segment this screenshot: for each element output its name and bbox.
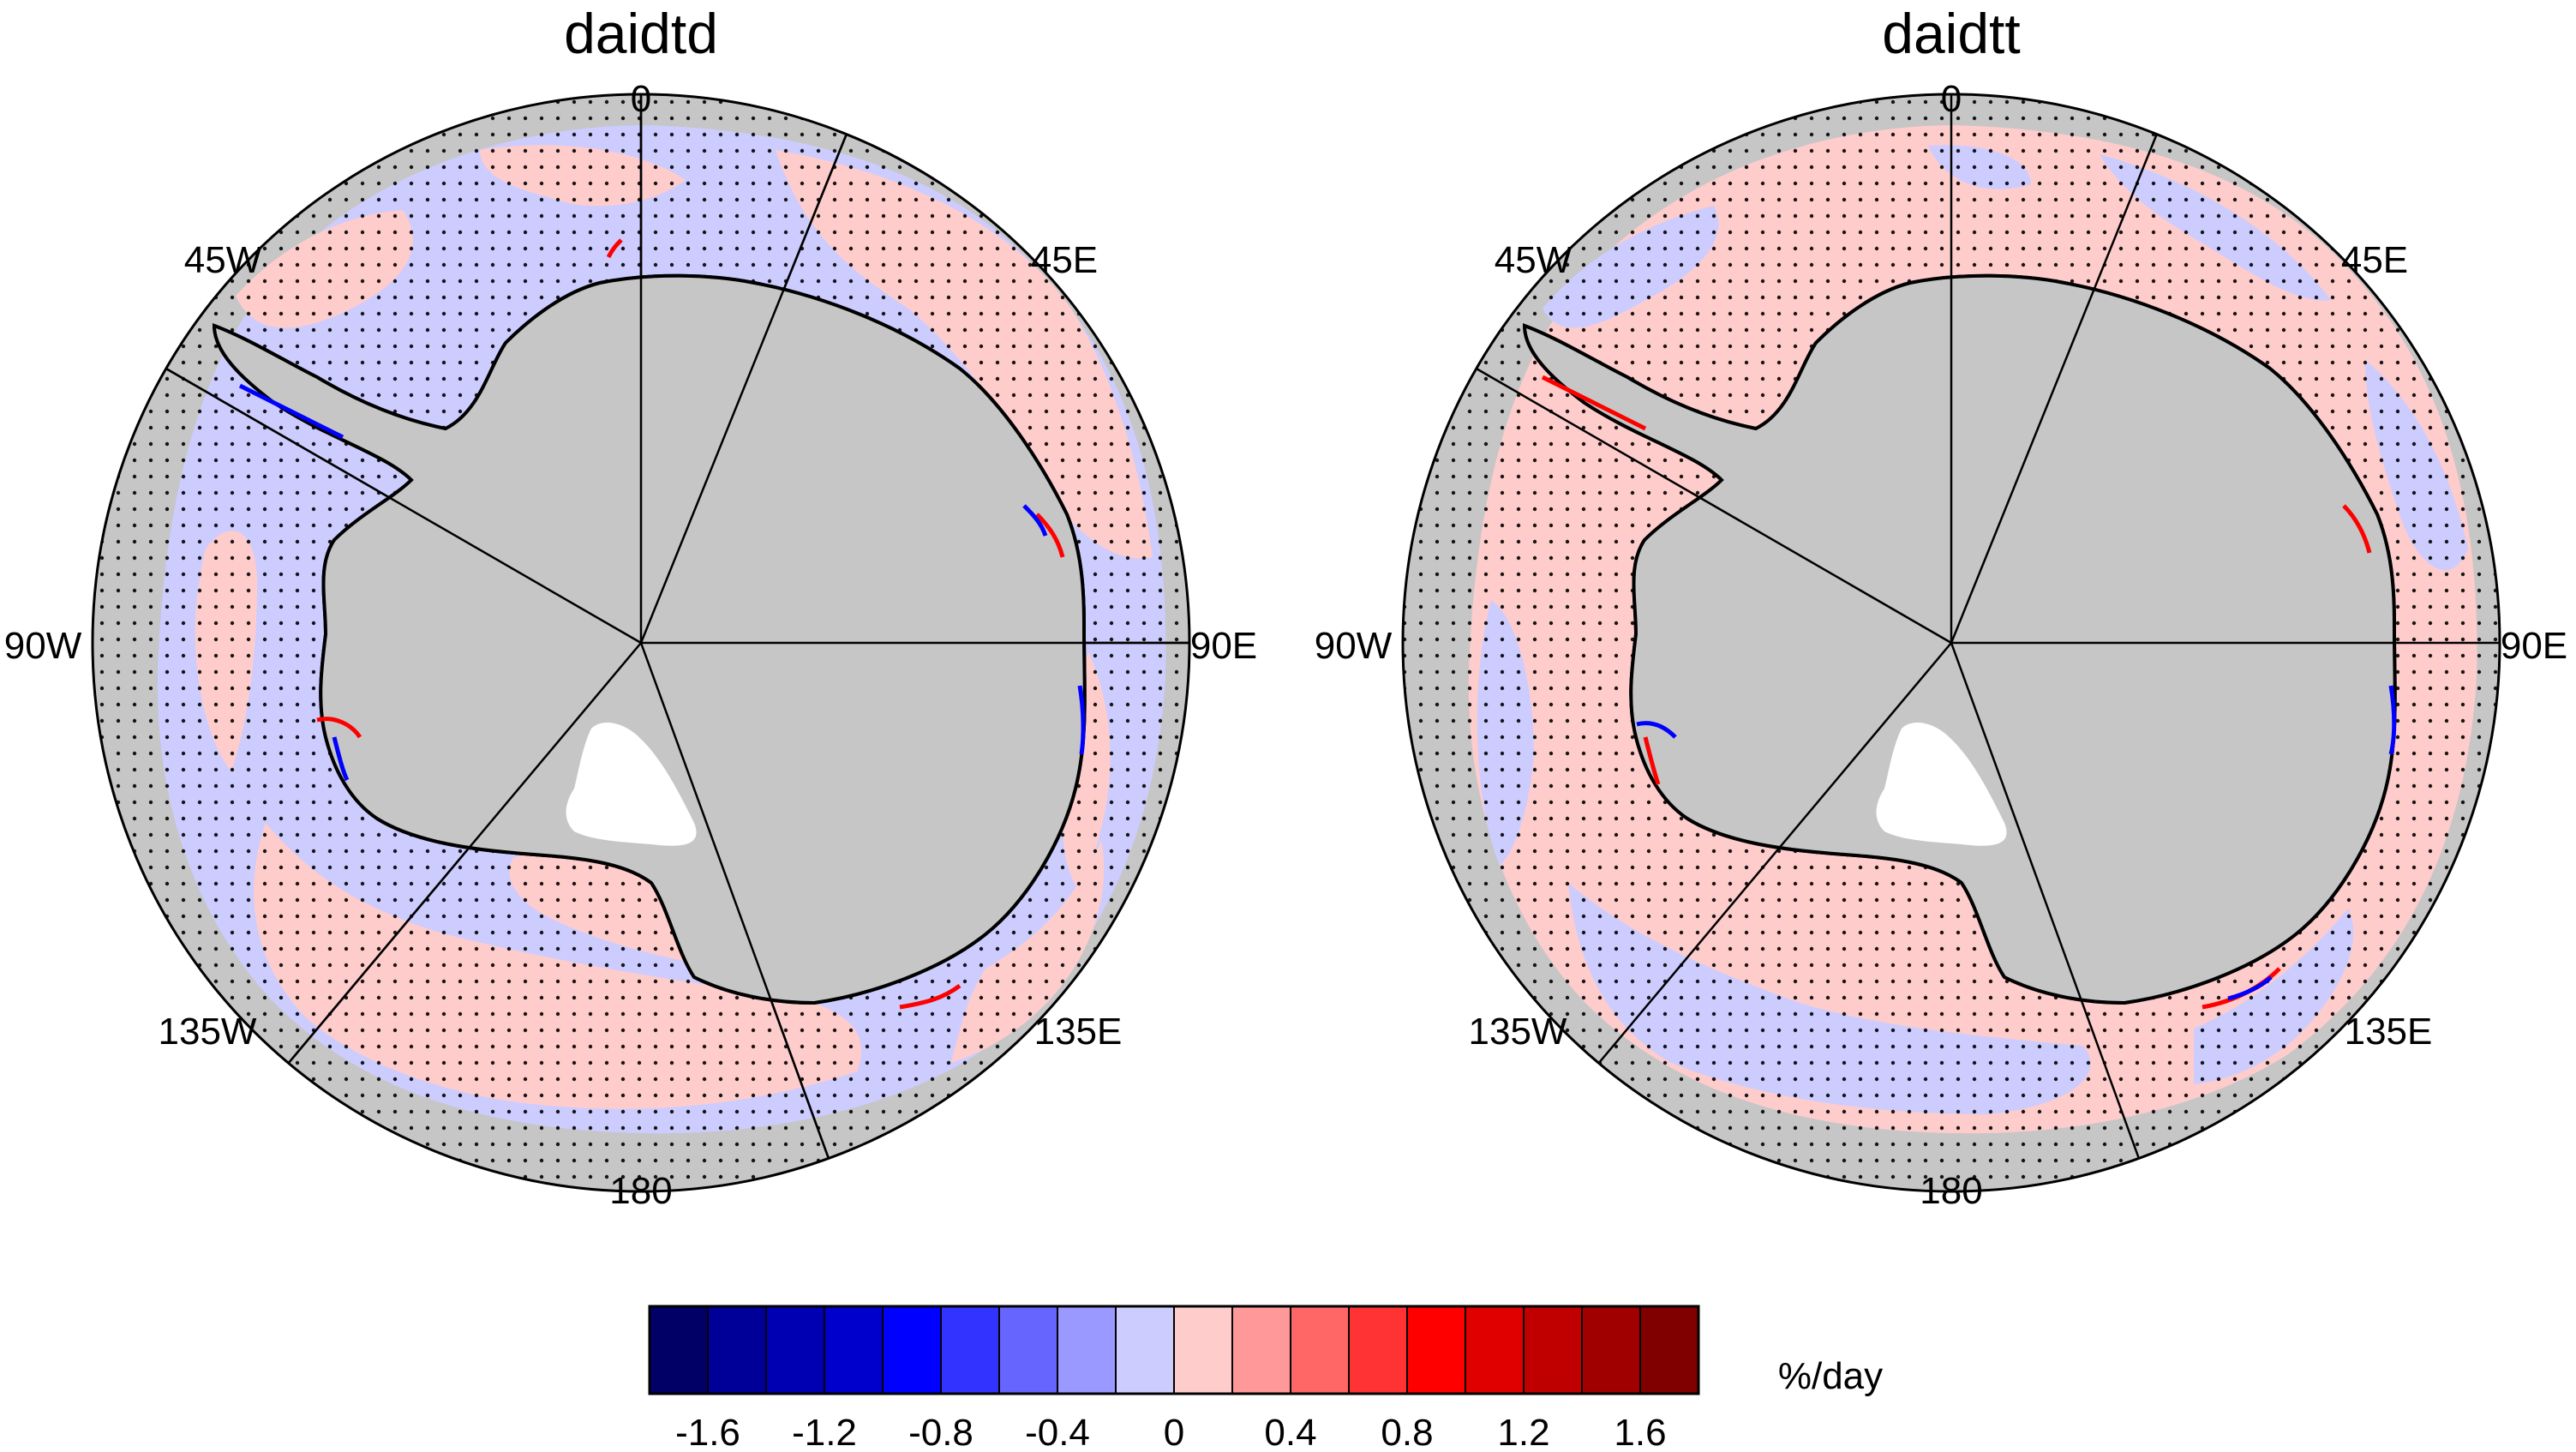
colorbar-bin xyxy=(1290,1305,1350,1395)
map-panel-daidtd: daidtd xyxy=(4,2,1257,1212)
colorbar-tick-label: 0.4 xyxy=(1264,1412,1316,1452)
lon-label-45w: 45W xyxy=(184,239,262,281)
colorbar-tick-label: -1.2 xyxy=(792,1412,857,1452)
lon-label-90e: 90E xyxy=(1190,625,1257,667)
lon-label-135e: 135E xyxy=(1034,1011,1123,1053)
ice-shelf-overlay xyxy=(566,723,697,846)
lon-label-135w: 135W xyxy=(159,1011,257,1053)
colorbar-tick-label: -0.4 xyxy=(1025,1412,1090,1452)
colorbar-tick-label: 0 xyxy=(1164,1412,1184,1452)
coastal-anomalies xyxy=(1541,375,2397,1010)
continent-mask xyxy=(1522,273,2397,1005)
colorbar-bin xyxy=(1348,1305,1408,1395)
colorbar-unit: %/day xyxy=(1778,1355,1883,1397)
colorbar-bin xyxy=(765,1305,825,1395)
lon-label-45e: 45E xyxy=(1031,239,1098,281)
coastal-anomalies xyxy=(238,238,1086,1010)
lon-label-180: 180 xyxy=(609,1170,672,1212)
colorbar-bin xyxy=(1231,1305,1291,1395)
map-boundary xyxy=(1401,93,2501,1193)
longitude-lines xyxy=(1476,94,2500,1159)
colorbar-bin xyxy=(1465,1305,1525,1395)
colorbar-tick-labels: -1.6 -1.2 -0.8 -0.4 0 0.4 0.8 1.2 1.6 xyxy=(675,1412,1667,1452)
colorbar-frame xyxy=(648,1305,1700,1395)
lon-label-0: 0 xyxy=(1941,78,1962,120)
colorbar-bins xyxy=(649,1305,1699,1395)
colorbar-bin xyxy=(649,1305,709,1395)
colorbar-bin xyxy=(998,1305,1058,1395)
colorbar: -1.6 -1.2 -0.8 -0.4 0 0.4 0.8 1.2 1.6 %/day xyxy=(648,1305,1883,1452)
colorbar-bin xyxy=(940,1305,1000,1395)
colorbar-bin xyxy=(1115,1305,1175,1395)
colorbar-bin xyxy=(1406,1305,1466,1395)
colorbar-bin xyxy=(1581,1305,1641,1395)
colorbar-bin xyxy=(882,1305,942,1395)
lon-label-0: 0 xyxy=(631,78,651,120)
colorbar-tick-label: 1.2 xyxy=(1497,1412,1549,1452)
map-panel-daidtt: daidtt xyxy=(1315,2,2567,1212)
longitude-lines-overlay xyxy=(165,94,1189,1159)
lon-label-90w: 90W xyxy=(4,625,82,667)
colorbar-tick-label: 0.8 xyxy=(1381,1412,1433,1452)
lon-label-135w: 135W xyxy=(1469,1011,1567,1053)
colorbar-bin xyxy=(824,1305,884,1395)
lon-label-90e: 90E xyxy=(2501,625,2567,667)
colorbar-bin xyxy=(1057,1305,1117,1395)
colorbar-tick-label: 1.6 xyxy=(1614,1412,1666,1452)
colorbar-bin xyxy=(1523,1305,1583,1395)
continent-mask xyxy=(212,273,1087,1005)
lon-label-45e: 45E xyxy=(2341,239,2408,281)
panel-title: daidtd xyxy=(564,2,718,65)
lon-label-90w: 90W xyxy=(1315,625,1393,667)
lon-label-135e: 135E xyxy=(2345,1011,2433,1053)
colorbar-bin xyxy=(707,1305,767,1395)
colorbar-tick-label: -0.8 xyxy=(908,1412,973,1452)
lon-label-45w: 45W xyxy=(1495,239,1573,281)
colorbar-tick-label: -1.6 xyxy=(675,1412,740,1452)
map-boundary xyxy=(91,93,1191,1193)
colorbar-bin xyxy=(1639,1305,1699,1395)
colorbar-bin xyxy=(1173,1305,1233,1395)
panel-title: daidtt xyxy=(1882,2,2020,65)
ice-shelf-overlay xyxy=(1876,723,2007,846)
lon-label-180: 180 xyxy=(1920,1170,1982,1212)
